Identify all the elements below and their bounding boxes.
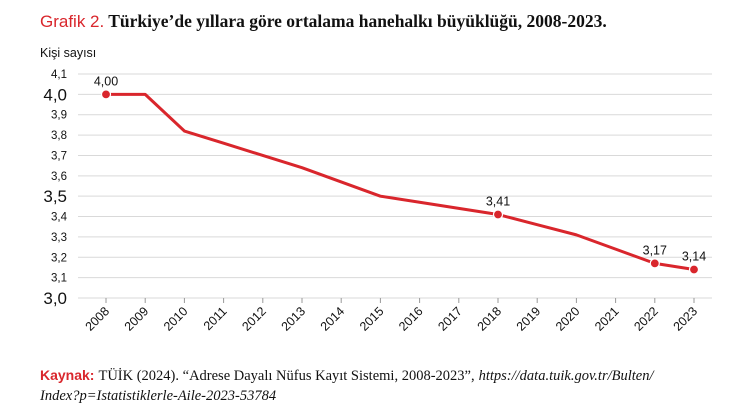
- source-label: Kaynak:: [40, 367, 95, 383]
- x-tick-label: 2016: [396, 304, 426, 334]
- x-tick-label: 2017: [435, 304, 465, 334]
- source-note: Kaynak: TÜİK (2024). “Adrese Dayalı Nüfu…: [40, 366, 730, 406]
- chart-title: Grafik 2. Türkiye’de yıllara göre ortala…: [40, 11, 607, 32]
- data-points: [100, 89, 700, 275]
- y-tick-label: 4,0: [43, 85, 67, 104]
- y-tick-label: 3,6: [51, 171, 67, 183]
- y-tick-label: 3,8: [51, 130, 67, 142]
- y-tick-label: 3,4: [51, 212, 68, 224]
- x-tick-label: 2013: [279, 304, 309, 334]
- x-tick-label: 2010: [161, 304, 191, 334]
- x-tick-label: 2015: [357, 304, 387, 334]
- line-chart: Kişi sayısı 3,03,13,23,33,43,53,63,73,83…: [40, 46, 712, 334]
- x-tick-label: 2008: [83, 304, 113, 334]
- y-tick-label: 3,5: [43, 187, 67, 206]
- x-tick-label: 2014: [318, 304, 348, 334]
- y-axis-label: Kişi sayısı: [40, 46, 96, 60]
- data-point: [649, 258, 660, 269]
- grid-lines: [78, 73, 712, 299]
- x-tick-label: 2023: [671, 304, 701, 334]
- data-point: [492, 209, 504, 220]
- x-tick-label: 2022: [631, 304, 661, 334]
- chart-title-label: Grafik 2.: [40, 12, 105, 31]
- source-text: TÜİK (2024). “Adrese Dayalı Nüfus Kayıt …: [98, 368, 475, 384]
- x-tick-label: 2018: [475, 304, 505, 334]
- x-tick-label: 2019: [514, 304, 544, 334]
- series-line-layer: [104, 92, 696, 271]
- data-label: 3,14: [682, 249, 706, 263]
- chart-title-text: Türkiye’de yıllara göre ortalama hanehal…: [108, 11, 607, 31]
- x-tick-label: 2011: [201, 304, 230, 333]
- y-tick-label: 3,2: [51, 252, 67, 264]
- x-tick-label: 2012: [239, 304, 269, 334]
- x-tick-label: 2009: [122, 304, 152, 334]
- source-url-part2: Index?p=Istatistiklerle-Aile-2023-53784: [40, 388, 277, 404]
- x-tick-label: 2021: [592, 304, 622, 334]
- y-tick-label: 3,0: [43, 289, 67, 308]
- y-axis-ticks: 3,0 3,1 3,2 3,3 3,4 3,5 3,6 3,7 3,8 3,9 4,0 4,1: [43, 69, 67, 308]
- data-labels: 4,00 3,41 3,17 3,14: [94, 74, 706, 263]
- source-url-part1: https://data.tuik.gov.tr/Bulten/: [478, 368, 654, 384]
- series-line: [104, 92, 696, 271]
- data-label: 3,17: [643, 243, 667, 257]
- y-tick-label: 3,9: [51, 110, 67, 122]
- data-label: 3,41: [486, 195, 510, 209]
- data-label: 4,00: [94, 74, 118, 88]
- y-tick-label: 4,1: [51, 69, 67, 81]
- y-tick-label: 3,1: [51, 273, 67, 285]
- y-tick-label: 3,7: [51, 150, 67, 162]
- x-axis-ticks: 2008 2009 2010 2011 2012 2013 2014 2015 2016 2017…: [83, 298, 701, 334]
- data-point: [100, 89, 112, 100]
- y-tick-label: 3,3: [51, 232, 67, 244]
- data-point: [688, 264, 700, 275]
- x-tick-label: 2020: [553, 304, 583, 334]
